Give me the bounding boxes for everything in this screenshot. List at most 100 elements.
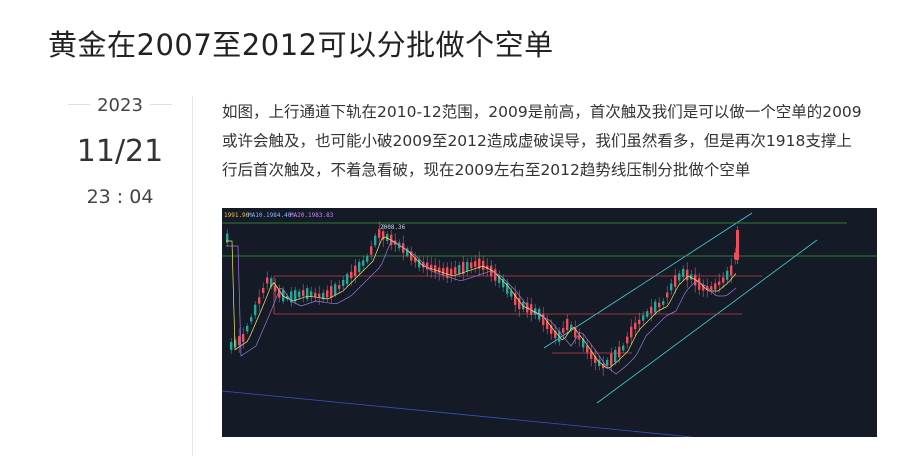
post-title: 黄金在2007至2012可以分批做个空单: [48, 28, 554, 62]
candle-body: [386, 234, 389, 241]
candle-body: [602, 363, 605, 369]
candle-body: [446, 267, 449, 279]
candle-body: [450, 268, 453, 276]
candle-body: [718, 281, 721, 285]
candle-body: [634, 322, 637, 330]
candle-body: [370, 246, 373, 255]
candle-body: [490, 265, 493, 277]
candle-body: [410, 251, 413, 261]
candle-body: [290, 291, 293, 303]
candle-body: [514, 293, 517, 305]
candle-body: [278, 289, 281, 298]
channel-lower-line: [596, 239, 818, 404]
candle-body: [646, 311, 649, 317]
candle-body: [550, 325, 553, 334]
candlestick-chart: 1991.90 MA10.1984.40 MA20.1983.83 2008.3…: [222, 212, 877, 437]
candle-body: [250, 317, 253, 322]
post-year: 2023: [97, 95, 143, 116]
candle-body: [578, 335, 581, 340]
candle-body: [686, 269, 689, 281]
candle-body: [526, 302, 529, 313]
moving-average-line: [226, 236, 737, 369]
candle-body: [662, 301, 665, 305]
candle-body: [406, 248, 409, 256]
candle-body: [302, 290, 305, 296]
candle-body: [706, 286, 709, 290]
body-line: 如图，上行通道下轨在2010-12范围，2009是前高，首次触及我们是可以做一个…: [222, 103, 862, 121]
legend-price: 1991.90: [224, 212, 250, 219]
candle-body: [710, 286, 713, 290]
candle-body: [326, 290, 329, 298]
candle-body: [498, 274, 501, 284]
gold-price-chart-image: 1991.90 MA10.1984.40 MA20.1983.83 2008.3…: [222, 208, 877, 437]
candle-body: [226, 233, 229, 243]
candle-body: [506, 282, 509, 294]
candle-body: [610, 353, 613, 366]
candle-body: [382, 231, 385, 240]
candle-body: [374, 235, 377, 246]
body-line: 行后首次触及，不着急看破，现在2009左右至2012趋势线压制分批做个空单: [222, 161, 751, 179]
candle-body: [422, 262, 425, 268]
candle-body: [282, 289, 285, 302]
candle-body: [582, 338, 585, 348]
candle-body: [586, 345, 589, 353]
candle-body: [486, 265, 489, 270]
candle-body: [698, 278, 701, 290]
candle-body: [562, 328, 565, 333]
candle-body: [650, 306, 653, 314]
candle-body: [254, 304, 257, 316]
high-price-label: 2008.36: [380, 224, 406, 231]
body-line: 或许会触及，也可能小破2009至2012造成虚破误导，我们虽然看多，但是再次19…: [222, 132, 852, 150]
candle-body: [418, 259, 421, 268]
candle-body: [626, 336, 629, 344]
candle-body: [338, 285, 341, 289]
candle-body: [522, 301, 525, 310]
candle-body: [510, 290, 513, 297]
candle-body: [482, 261, 485, 270]
candle-body: [462, 262, 465, 274]
candle-body: [466, 261, 469, 272]
candle-body: [346, 273, 349, 285]
post-body: 如图，上行通道下轨在2010-12范围，2009是前高，首次触及我们是可以做一个…: [222, 98, 884, 185]
candle-body: [534, 308, 537, 315]
candle-body: [414, 257, 417, 263]
candle-body: [518, 298, 521, 309]
candle-body: [378, 229, 381, 238]
candle-body: [690, 274, 693, 280]
divider-line: [150, 104, 172, 105]
candle-body: [590, 351, 593, 359]
candle-body: [658, 302, 661, 308]
channel-upper-line: [543, 212, 753, 349]
candle-body: [470, 262, 473, 269]
candle-body: [426, 262, 429, 270]
candle-body: [354, 265, 357, 277]
candle-body: [714, 283, 717, 290]
candle-body: [570, 324, 573, 330]
candle-body: [566, 318, 569, 331]
candle-body: [546, 320, 549, 329]
candle-body: [298, 291, 301, 298]
candle-body: [734, 252, 737, 260]
candle-body: [258, 297, 261, 304]
candle-body: [574, 327, 577, 338]
candle-body: [478, 258, 481, 269]
candle-body: [474, 261, 477, 267]
candle-body: [642, 315, 645, 321]
candle-body: [442, 268, 445, 275]
candle-body: [666, 292, 669, 298]
legend-ma10: MA10.1984.40: [248, 212, 292, 219]
candle-body: [318, 293, 321, 298]
candle-body: [362, 260, 365, 266]
candle-body: [630, 326, 633, 338]
candle-body: [530, 304, 533, 315]
post-month-day: 11/21: [76, 134, 164, 169]
candle-body: [358, 261, 361, 273]
candle-body: [342, 279, 345, 287]
candle-body: [310, 291, 313, 298]
candle-body: [670, 283, 673, 291]
candle-body: [434, 265, 437, 273]
candle-body: [638, 319, 641, 325]
candle-body: [614, 350, 617, 362]
candle-body: [274, 285, 277, 292]
candle-body: [502, 278, 505, 288]
